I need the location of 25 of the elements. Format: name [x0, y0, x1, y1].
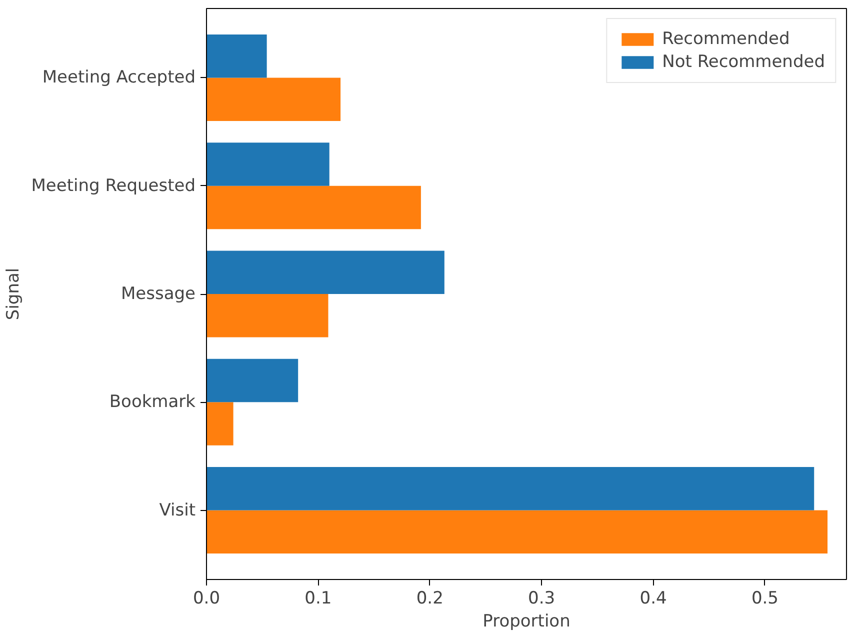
x-tick-label: 0.0: [192, 588, 220, 608]
y-tick-label: Message: [120, 284, 196, 304]
y-tick-label: Visit: [159, 500, 196, 520]
y-tick-label: Meeting Accepted: [42, 68, 196, 88]
x-tick-label: 0.4: [640, 588, 667, 608]
legend-label: Not Recommended: [662, 52, 825, 72]
bar: [206, 510, 828, 554]
bar: [206, 294, 328, 338]
bar: [206, 250, 444, 294]
bar: [206, 467, 814, 510]
x-tick-label: 0.5: [751, 588, 778, 608]
bar: [206, 402, 234, 446]
bar: [206, 186, 421, 230]
bar: [206, 34, 267, 78]
bar: [206, 142, 330, 186]
x-tick-label: 0.2: [416, 588, 444, 608]
legend-label: Recommended: [662, 29, 790, 49]
x-tick-label: 0.3: [528, 588, 556, 608]
y-axis-title: Signal: [3, 268, 24, 320]
bar: [206, 78, 341, 121]
x-tick-label: 0.1: [304, 588, 332, 608]
y-tick-label: Bookmark: [109, 392, 196, 412]
bar: [206, 358, 298, 402]
y-tick-label: Meeting Requested: [31, 176, 196, 196]
x-axis-title: Proportion: [482, 612, 570, 632]
